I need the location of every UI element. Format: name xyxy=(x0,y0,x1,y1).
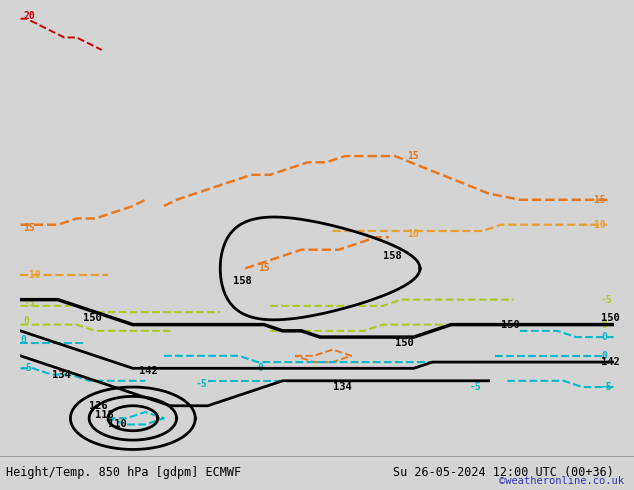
Text: 0: 0 xyxy=(601,319,607,330)
Text: 0: 0 xyxy=(20,335,27,345)
Text: -10: -10 xyxy=(588,220,606,230)
Text: 134: 134 xyxy=(52,369,70,380)
Text: -5: -5 xyxy=(601,382,613,392)
Text: 142: 142 xyxy=(601,357,620,367)
Text: -5: -5 xyxy=(195,379,207,389)
Text: 0: 0 xyxy=(601,332,607,342)
Text: 134: 134 xyxy=(333,382,351,392)
Text: ©weatheronline.co.uk: ©weatheronline.co.uk xyxy=(500,476,624,486)
Text: -10: -10 xyxy=(23,270,41,280)
Text: 158: 158 xyxy=(382,251,401,261)
Text: 126: 126 xyxy=(89,401,108,411)
Text: -5: -5 xyxy=(20,363,32,373)
Text: -15: -15 xyxy=(588,195,606,205)
Text: 15: 15 xyxy=(408,151,419,161)
Text: 0: 0 xyxy=(601,351,607,361)
Text: 150: 150 xyxy=(83,314,101,323)
Text: -5: -5 xyxy=(601,294,613,305)
Text: 110: 110 xyxy=(108,419,127,430)
Text: 0: 0 xyxy=(23,317,29,326)
Text: 150: 150 xyxy=(501,319,520,330)
Text: -5: -5 xyxy=(23,298,36,308)
Text: 10: 10 xyxy=(408,229,419,239)
Text: 158: 158 xyxy=(233,276,252,286)
Text: 142: 142 xyxy=(139,367,158,376)
Text: Height/Temp. 850 hPa [gdpm] ECMWF: Height/Temp. 850 hPa [gdpm] ECMWF xyxy=(6,466,242,479)
Text: 150: 150 xyxy=(395,338,414,348)
Text: -5: -5 xyxy=(470,382,482,392)
Text: 15: 15 xyxy=(23,223,36,233)
Text: 15: 15 xyxy=(257,264,269,273)
Text: Su 26-05-2024 12:00 UTC (00+36): Su 26-05-2024 12:00 UTC (00+36) xyxy=(393,466,614,479)
Text: 150: 150 xyxy=(601,314,620,323)
Text: 20: 20 xyxy=(23,11,36,21)
Text: 118: 118 xyxy=(95,410,114,420)
Text: 0: 0 xyxy=(257,363,264,373)
